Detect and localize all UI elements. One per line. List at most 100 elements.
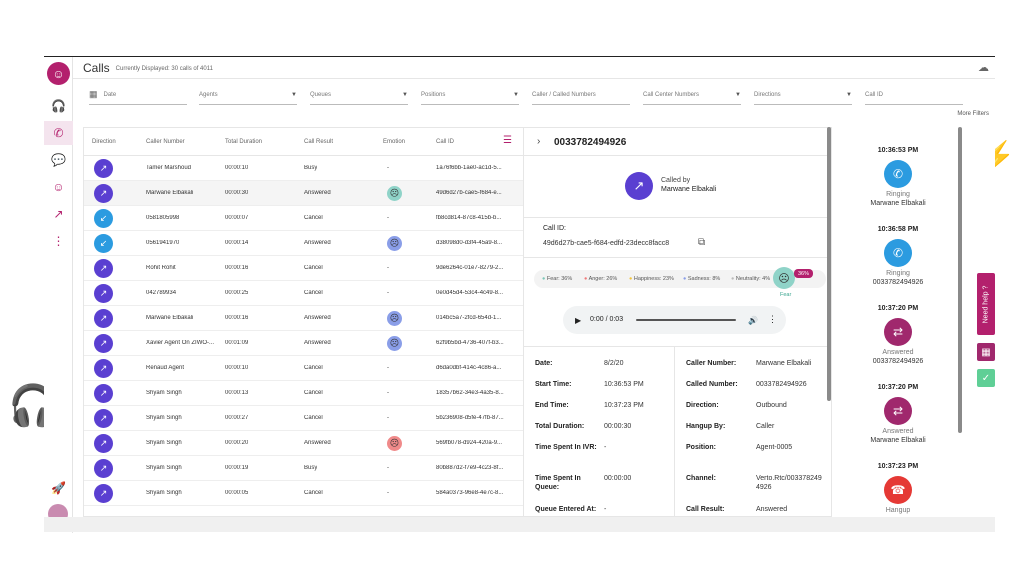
analytics-icon[interactable]: ↗: [53, 207, 64, 221]
event-status: Hangup: [885, 507, 911, 514]
date-filter[interactable]: ▦ Date: [89, 85, 187, 105]
audio-progress-bar[interactable]: [636, 319, 736, 321]
calendar-button[interactable]: ▦: [977, 343, 995, 361]
ringing-icon: ✆: [884, 160, 912, 188]
field-label: Caller Number:: [686, 360, 737, 367]
column-header[interactable]: Total Duration: [225, 139, 263, 145]
table-row[interactable]: ↗ Shyam Singh 00:00:20 Answered 569fb078-d92…: [84, 431, 523, 456]
more-filters-link[interactable]: More Filters: [957, 111, 989, 117]
call-timeline: 10:36:53 PM ✆ Ringing Marwane Elbakali 10:36…: [832, 127, 964, 517]
copy-icon[interactable]: ⧉: [698, 237, 706, 248]
field-label: Start Time:: [535, 381, 572, 388]
chat-icon[interactable]: 💬: [51, 153, 66, 167]
event-time: 10:37:20 PM: [877, 384, 919, 391]
check-button[interactable]: ✓: [977, 369, 995, 387]
table-row[interactable]: ↗ Marwane Elbakali 00:00:16 Answered 014bc5a…: [84, 306, 523, 331]
detail-scrollbar[interactable]: [827, 127, 831, 401]
table-row[interactable]: ↗ Shyam Singh 00:00:19 Busy 80b887d2-f7e9-4c…: [84, 456, 523, 481]
field-label: Time Spent In IVR:: [535, 444, 597, 451]
table-row[interactable]: ↗ 042789934 00:00:25 Cancel 0e0d45d4-53c4-4c…: [84, 281, 523, 306]
call-id-cell: fb8cd814-87c8-415b-b...: [436, 215, 502, 221]
play-icon[interactable]: ▶: [575, 316, 582, 325]
call-id-filter[interactable]: Call ID: [865, 85, 963, 105]
volume-icon[interactable]: 🔊: [748, 316, 758, 325]
caller-numbers-filter[interactable]: Caller / Called Numbers: [532, 85, 630, 105]
call-result-cell: Cancel: [304, 390, 323, 396]
column-header[interactable]: Call ID: [436, 139, 455, 145]
table-header: Direction Caller Number Total Duration C…: [84, 128, 523, 156]
duration-cell: 00:00:10: [225, 365, 249, 371]
emotion-face-icon: ☹: [387, 186, 402, 201]
event-status: Answered: [882, 349, 914, 356]
table-row[interactable]: ↗ Shyam Singh 00:00:05 Cancel 584a0373-96e8-…: [84, 481, 523, 506]
headset-icon[interactable]: 🎧: [51, 99, 66, 113]
more-icon[interactable]: ⋮: [52, 234, 65, 248]
call-id-cell: 569fb078-d924-420a-9...: [436, 440, 503, 446]
event-time: 10:37:20 PM: [877, 305, 919, 312]
table-row[interactable]: ↗ Shyam Singh 00:00:13 Cancel 18357b62-34e3-…: [84, 381, 523, 406]
call-detail-panel: › 0033782494926 ↗ Called by Marwane Elba…: [524, 127, 832, 517]
positions-filter[interactable]: Positions ▼: [421, 85, 519, 105]
caller-number-cell: Xavier Agent On ZIWO-...: [146, 340, 215, 346]
field-value: 10:36:53 PM: [604, 381, 644, 388]
table-row[interactable]: ↙ 0561941970 00:00:14 Answered d38098d0-d3f4…: [84, 231, 523, 256]
field-value: 00:00:30: [604, 423, 632, 430]
dropdown-arrow-icon: ▼: [513, 91, 519, 98]
divider: [674, 347, 675, 516]
sidebar-item-calls[interactable]: ✆: [44, 121, 73, 145]
queues-filter[interactable]: Queues ▼: [310, 85, 408, 105]
center-numbers-filter[interactable]: Call Center Numbers ▼: [643, 85, 741, 105]
table-row[interactable]: ↗ Marwane Elbakali 00:00:30 Answered 49d6d27…: [84, 181, 523, 206]
table-row[interactable]: ↗ Tamer Marshoud 00:00:10 Busy 1a76f6bb-1ae0…: [84, 156, 523, 181]
detail-header: › 0033782494926: [524, 128, 831, 156]
divider: [524, 346, 831, 347]
field-value: -: [604, 506, 607, 513]
table-row[interactable]: ↗ Shyam Singh 00:00:27 Cancel 5b236908-d5fe-…: [84, 406, 523, 431]
duration-cell: 00:00:25: [225, 290, 249, 296]
event-status: Answered: [882, 428, 914, 435]
dominant-emotion-label: Fear: [780, 292, 792, 298]
table-row[interactable]: ↗ Xavier Agent On ZIWO-... 00:01:09 Answere…: [84, 331, 523, 356]
smiley-icon[interactable]: ☺: [52, 180, 65, 194]
caller-number-cell: Renaud Agent: [146, 365, 185, 371]
rocket-icon[interactable]: 🚀: [51, 481, 66, 495]
duration-cell: 00:00:16: [225, 315, 249, 321]
agents-filter[interactable]: Agents ▼: [199, 85, 297, 105]
duration-cell: 00:00:07: [225, 215, 249, 221]
chevron-right-icon[interactable]: ›: [537, 136, 541, 147]
table-row[interactable]: ↗ Renaud Agent 00:00:10 Cancel d6da0dbf-414c…: [84, 356, 523, 381]
download-cloud-icon[interactable]: ☁: [978, 62, 989, 74]
call-id-cell: 014bc5a7-2fcd-654d-1...: [436, 315, 502, 321]
more-options-icon[interactable]: ⋮: [768, 314, 777, 324]
event-status: Ringing: [886, 191, 910, 198]
call-id-cell: d6da0dbf-414c-4c86-a...: [436, 365, 502, 371]
caller-number-cell: 0561941970: [146, 240, 180, 246]
detail-number: 0033782494926: [554, 137, 627, 148]
emotion-face-icon: ☹: [387, 436, 402, 451]
call-result-cell: Answered: [304, 340, 331, 346]
outbound-call-icon: ↗: [94, 334, 113, 353]
column-header[interactable]: Direction: [92, 139, 116, 145]
caller-number-cell: Shyam Singh: [146, 390, 182, 396]
table-row[interactable]: ↗ Rohit Rohit 00:00:16 Cancel 9de6264c-01e7-…: [84, 256, 523, 281]
column-header[interactable]: Caller Number: [146, 139, 185, 145]
column-header[interactable]: Call Result: [304, 139, 334, 145]
fear-face-icon: ☹: [773, 267, 795, 289]
sort-icon[interactable]: ☰: [503, 135, 512, 146]
timeline-scrollbar[interactable]: [958, 127, 962, 433]
call-result-cell: Answered: [304, 315, 331, 321]
column-header[interactable]: Emotion: [383, 139, 406, 145]
event-party: 0033782494926: [872, 279, 924, 286]
dropdown-arrow-icon: ▼: [402, 91, 408, 98]
field-label: Call Result:: [686, 506, 725, 513]
need-help-button[interactable]: Need help ?: [977, 273, 995, 335]
app-logo-icon[interactable]: ☺: [47, 62, 70, 85]
duration-cell: 00:00:30: [225, 190, 249, 196]
table-row[interactable]: ↙ 0581805998 00:00:07 Cancel fb8cd814-87c8-4…: [84, 206, 523, 231]
call-id-cell: 80b887d2-f7e9-4c23-8f...: [436, 465, 504, 471]
page-subtitle: Currently Displayed: 30 calls of 4011: [115, 66, 213, 72]
call-id-cell: 9de6264c-01e7-8279-2...: [436, 265, 504, 271]
call-result-cell: Cancel: [304, 215, 323, 221]
directions-filter[interactable]: Directions ▼: [754, 85, 852, 105]
timeline-event: 10:36:58 PM ✆ Ringing 0033782494926: [832, 226, 964, 286]
